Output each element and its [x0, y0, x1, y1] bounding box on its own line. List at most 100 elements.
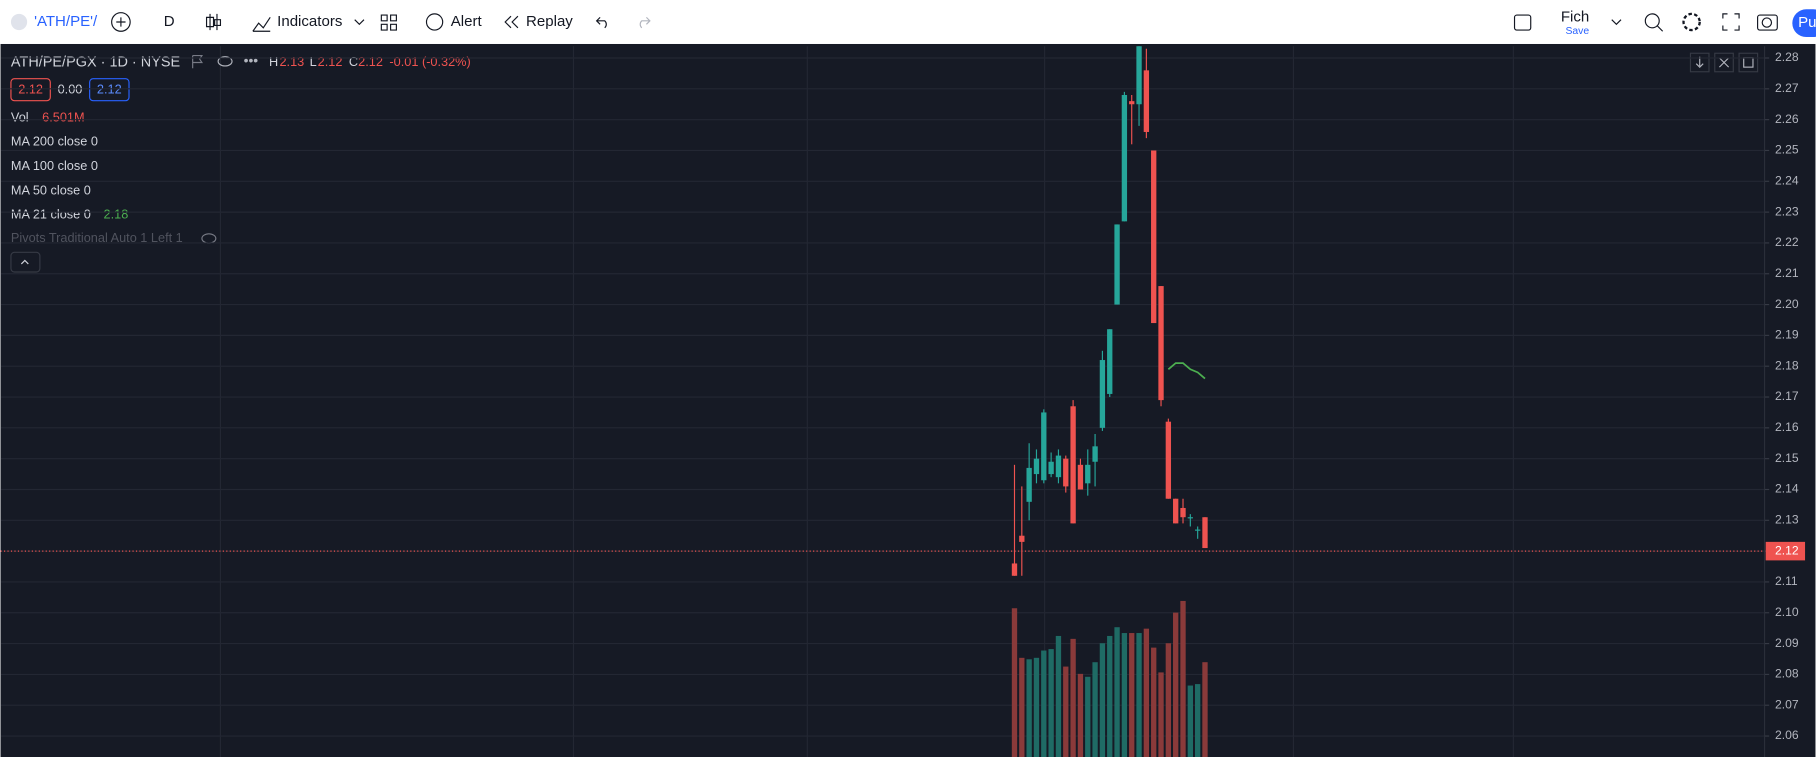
- candle-body: [1202, 517, 1208, 549]
- undo[interactable]: [595, 16, 607, 29]
- volume-bar: [1063, 666, 1069, 757]
- volume-bar: [1077, 673, 1084, 757]
- layout-icon[interactable]: [1513, 14, 1532, 31]
- volume-bar: [1099, 643, 1106, 757]
- y-tick-label: 2.06: [1775, 728, 1799, 742]
- more[interactable]: •••: [244, 52, 259, 68]
- candle-body: [1048, 461, 1054, 475]
- screenshot-button[interactable]: [1757, 14, 1778, 31]
- y-tick-label: 2.13: [1775, 513, 1799, 527]
- replay-icon[interactable]: [504, 15, 519, 29]
- ask-box: [89, 78, 130, 102]
- y-tick-label: 2.28: [1775, 50, 1799, 64]
- volume-bar: [1202, 662, 1208, 757]
- layout-save[interactable]: Save: [1565, 26, 1589, 37]
- candle-body: [1092, 446, 1098, 462]
- l-value: 2.12: [318, 54, 343, 69]
- indicators[interactable]: Indicators: [277, 13, 342, 30]
- y-tick-label: 2.26: [1775, 112, 1799, 126]
- candle-body: [1033, 458, 1040, 475]
- fullscreen[interactable]: [1722, 13, 1740, 31]
- layout-dropdown[interactable]: [1611, 19, 1622, 26]
- volume-bar: [1165, 643, 1172, 757]
- candle-body: [1136, 46, 1142, 105]
- candle-body: [1041, 412, 1047, 481]
- interval[interactable]: D: [164, 13, 175, 30]
- y-tick-label: 2.10: [1775, 605, 1799, 619]
- candle-body: [1121, 94, 1128, 222]
- pivots: Pivots Traditional Auto 1 Left 1: [11, 230, 183, 245]
- volume-bar: [1158, 672, 1164, 757]
- ma21-line: [1167, 362, 1206, 380]
- volume-bar: [1019, 657, 1025, 757]
- visibility[interactable]: [217, 56, 233, 67]
- y-tick-label: 2.22: [1775, 235, 1799, 249]
- ma50: MA 50 close 0: [11, 182, 91, 197]
- candle-body: [1165, 421, 1172, 499]
- candle-body: [1099, 360, 1106, 428]
- symbol-icon[interactable]: [10, 13, 28, 31]
- candle-body: [1019, 535, 1025, 542]
- y-tick-label: 2.24: [1775, 173, 1799, 187]
- alert[interactable]: Alert: [451, 13, 483, 30]
- volume-bar: [1085, 676, 1091, 757]
- vol-value: 6.501M: [42, 109, 84, 124]
- chart-type[interactable]: [205, 13, 222, 31]
- add-symbol[interactable]: [111, 12, 131, 32]
- y-tick-label: 2.09: [1775, 636, 1799, 650]
- dropdown[interactable]: [354, 19, 365, 26]
- c-value: 2.12: [358, 54, 383, 69]
- redo[interactable]: [639, 16, 651, 29]
- search[interactable]: [1644, 13, 1660, 29]
- alert-icon[interactable]: [425, 13, 444, 31]
- publish-button[interactable]: [1792, 9, 1816, 38]
- y-tick-label: 2.08: [1775, 667, 1799, 681]
- candle-body: [1026, 467, 1032, 502]
- settings[interactable]: [1682, 12, 1701, 32]
- c-label: C: [349, 54, 358, 69]
- candle-body: [1173, 498, 1179, 524]
- candle-body: [1107, 329, 1113, 394]
- volume-bar: [1129, 633, 1135, 757]
- publish[interactable]: Pu: [1798, 14, 1816, 31]
- toolbar: [0, 0, 1816, 44]
- collapse-icon: [20, 259, 29, 265]
- layout[interactable]: Fich: [1561, 8, 1589, 25]
- candle-body: [1063, 458, 1069, 487]
- candle-body: [1158, 286, 1164, 401]
- candle-body: [1195, 529, 1201, 531]
- bid-box: [10, 78, 51, 102]
- ma21: MA 21 close 0: [11, 207, 91, 222]
- ma100: MA 100 close 0: [11, 158, 98, 173]
- candle-body: [1055, 455, 1062, 478]
- y-tick-label: 2.14: [1775, 482, 1799, 496]
- replay[interactable]: Replay: [526, 13, 573, 30]
- candle-body: [1114, 224, 1120, 305]
- volume-bar: [1136, 633, 1142, 757]
- ma21-value: 2.18: [104, 207, 129, 222]
- candle-body: [1011, 563, 1018, 576]
- volume-bar: [1011, 608, 1018, 757]
- volume-bar: [1173, 612, 1179, 757]
- y-tick-label: 2.25: [1775, 143, 1799, 157]
- volume-bar: [1180, 600, 1186, 757]
- indicators-icon[interactable]: [252, 17, 271, 32]
- volume-bar: [1048, 649, 1054, 757]
- volume-bar: [1041, 650, 1047, 757]
- y-tick-label: 2.20: [1775, 297, 1799, 311]
- y-tick-label: 2.07: [1775, 697, 1799, 711]
- y-tick-label: 2.18: [1775, 358, 1799, 372]
- volume-bar: [1195, 684, 1201, 757]
- vertical-grid: [219, 46, 1514, 757]
- symbol[interactable]: 'ATH/PE'/: [34, 13, 98, 30]
- y-tick-label: 2.16: [1775, 420, 1799, 434]
- symbol-title: ATH/PE/PGX · 1D · NYSE: [11, 54, 181, 70]
- candle-body: [1129, 101, 1135, 105]
- collapse[interactable]: [10, 251, 41, 273]
- y-tick-label: 2.15: [1775, 451, 1799, 465]
- templates[interactable]: [380, 14, 397, 31]
- volume-bar: [1151, 647, 1157, 757]
- candle-body: [1070, 406, 1076, 524]
